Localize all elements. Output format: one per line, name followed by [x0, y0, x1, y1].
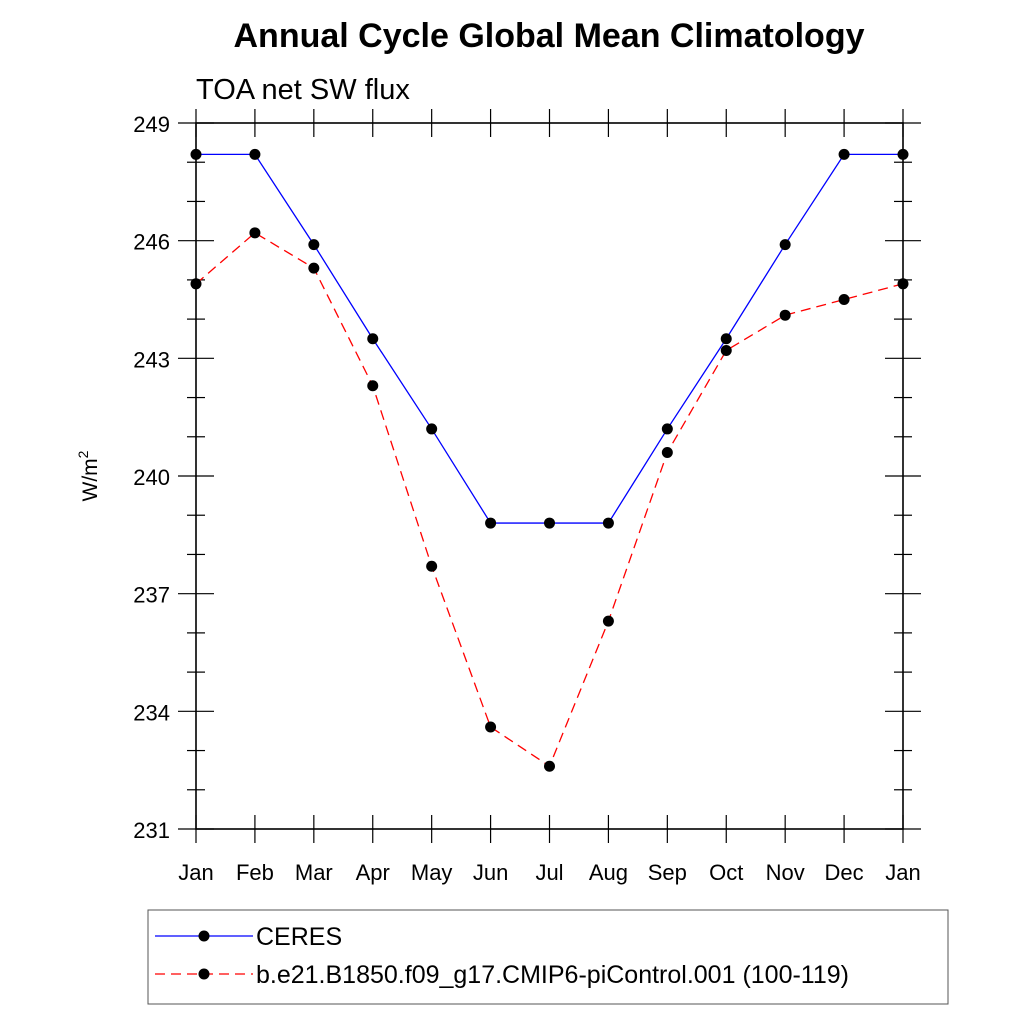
y-axis-label-superscript: 2 — [75, 450, 91, 458]
legend-marker-0 — [198, 930, 210, 942]
x-tick-label: Oct — [709, 860, 743, 885]
x-tick-label: Mar — [295, 860, 333, 885]
x-tick-label: Sep — [648, 860, 687, 885]
y-axis: 231 234 237 240 243 246 249 — [133, 112, 921, 843]
data-point-series-1 — [897, 278, 909, 290]
data-point-series-1 — [308, 262, 320, 274]
legend-marker-1 — [198, 968, 210, 980]
data-point-series-1 — [190, 278, 202, 290]
data-point-series-0 — [661, 423, 673, 435]
data-point-series-1 — [838, 294, 850, 305]
series-line-0 — [196, 153, 903, 524]
data-point-series-1 — [426, 560, 438, 572]
data-point-series-1 — [661, 446, 673, 458]
data-point-series-0 — [426, 423, 438, 435]
data-point-series-0 — [897, 148, 909, 160]
x-tick-label: May — [411, 860, 453, 885]
legend: CERES b.e21.B1850.f09_g17.CMIP6-piControl… — [147, 909, 949, 1005]
data-point-series-0 — [779, 239, 791, 251]
chart-title: Annual Cycle Global Mean Climatology — [234, 17, 865, 55]
x-tick-label: Apr — [356, 860, 390, 885]
data-point-series-1 — [544, 760, 555, 772]
y-axis-label: W/m2 — [75, 450, 102, 501]
y-tick-label: 231 — [133, 818, 170, 843]
series-layer — [190, 148, 909, 772]
x-axis: Jan Feb Mar Apr May Jun Jul Aug Sep Oct Nov Dec Jan — [178, 109, 921, 885]
data-point-series-0 — [720, 333, 732, 345]
data-point-series-0 — [367, 333, 379, 345]
legend-frame — [147, 909, 949, 1005]
x-tick-label: Jun — [473, 860, 508, 885]
data-point-series-0 — [544, 517, 555, 529]
y-tick-label: 237 — [133, 583, 170, 608]
y-tick-label: 234 — [133, 700, 170, 725]
x-tick-label: Dec — [825, 860, 864, 885]
data-point-series-0 — [602, 517, 614, 529]
data-point-series-0 — [249, 148, 261, 160]
data-point-series-1 — [779, 309, 791, 321]
chart-subtitle: TOA net SW flux — [196, 74, 410, 106]
data-point-series-1 — [249, 227, 261, 239]
y-tick-label: 243 — [133, 347, 170, 372]
x-tick-label: Feb — [236, 860, 274, 885]
data-point-series-0 — [838, 148, 850, 160]
data-point-series-1 — [485, 721, 497, 733]
data-point-series-1 — [602, 615, 614, 627]
y-tick-label: 240 — [133, 465, 170, 490]
legend-label-0: CERES — [256, 923, 342, 951]
plot-frame — [195, 122, 904, 830]
series-line-1 — [195, 232, 904, 768]
data-point-series-1 — [367, 380, 379, 392]
x-tick-label: Jul — [535, 860, 563, 885]
data-point-series-1 — [720, 344, 732, 356]
x-tick-label: Jan — [178, 860, 213, 885]
data-point-series-0 — [308, 239, 320, 251]
y-tick-label: 246 — [133, 230, 170, 255]
plot-area — [195, 122, 904, 830]
y-tick-label: 249 — [133, 112, 170, 137]
x-tick-label: Jan — [885, 860, 920, 885]
x-tick-label: Nov — [766, 860, 805, 885]
x-tick-label: Aug — [589, 860, 628, 885]
legend-label-1: b.e21.B1850.f09_g17.CMIP6-piControl.001 … — [256, 961, 849, 989]
data-point-series-0 — [485, 517, 497, 529]
data-point-series-0 — [190, 148, 202, 160]
